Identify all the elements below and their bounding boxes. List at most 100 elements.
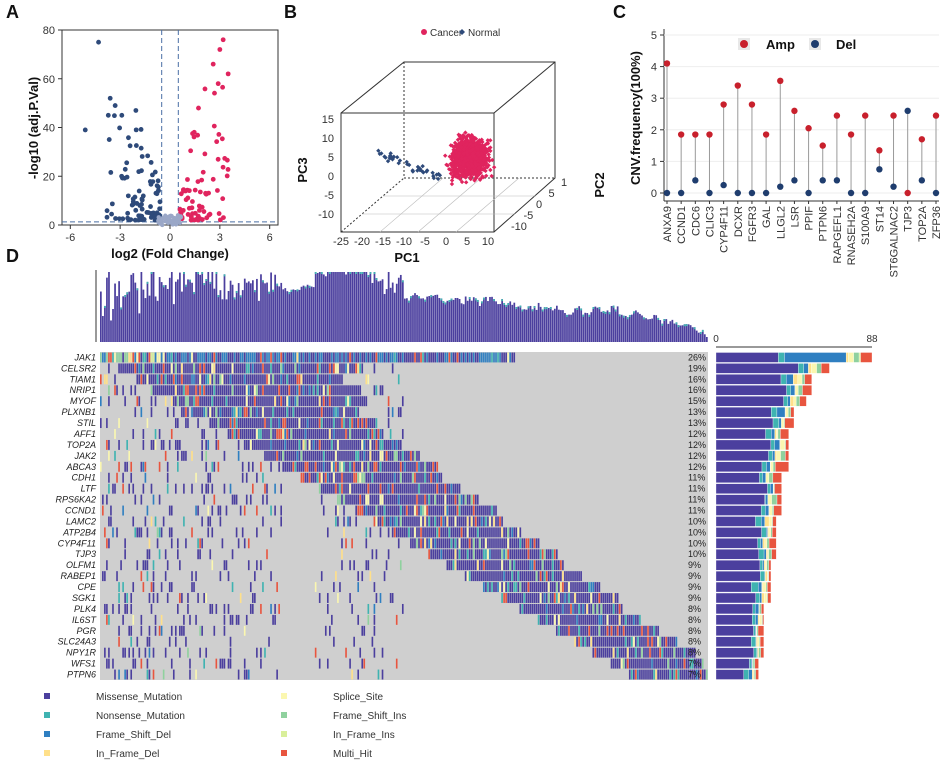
onco-mutation-cell [556,614,558,625]
onco-top-bar [556,305,558,342]
onco-mutation-cell [377,516,380,527]
onco-mutation-cell [326,461,329,472]
onco-mutation-cell [233,363,236,374]
onco-mutation-cell [201,352,203,363]
onco-mutation-cell [474,538,477,549]
onco-mutation-cell [551,549,554,560]
onco-mutation-cell [353,396,355,407]
onco-mutation-cell [343,461,345,472]
onco-mutation-cell [379,385,382,396]
onco-mutation-cell [300,396,303,407]
onco-mutation-cell [568,593,570,603]
onco-mutation-cell [329,429,331,439]
onco-mutation-cell [377,429,380,439]
onco-side-bar-segment [715,538,758,549]
onco-mutation-cell [560,571,562,582]
volcano-point [140,193,146,199]
onco-top-bar [588,314,591,342]
onco-mutation-cell [264,418,266,429]
onco-mutation-cell [361,571,364,582]
onco-mutation-cell [533,560,536,571]
onco-mutation-cell [395,461,398,472]
onco-side-bar-segment [715,571,761,582]
onco-cells [100,352,708,680]
onco-mutation-cell [326,658,329,669]
onco-mutation-cell [687,647,690,658]
onco-mutation-cell [333,582,335,593]
onco-mutation-cell [393,527,396,538]
onco-top-bar [574,308,576,342]
onco-mutation-cell [170,352,173,363]
onco-mutation-cell [249,582,252,593]
onco-top-bar-cap [543,307,546,310]
onco-mutation-cell [130,669,133,680]
onco-mutation-cell [558,593,560,603]
onco-mutation-cell [166,472,169,483]
onco-mutation-cell [201,439,203,450]
onco-mutation-cell [256,439,258,450]
onco-mutation-cell [286,418,289,429]
volcano-point [133,108,139,113]
onco-mutation-cell [130,593,133,603]
cnv-amp-point [876,147,883,154]
onco-mutation-cell [489,505,491,516]
onco-side-bar-segment [759,614,763,625]
onco-mutation-cell [523,538,526,549]
onco-side-bar-segment [715,625,754,636]
onco-side-bar-segment [715,581,752,593]
onco-mutation-cell [616,625,619,636]
onco-mutation-cell [600,593,603,603]
onco-mutation-cell [333,429,335,439]
onco-mutation-cell [612,614,615,625]
onco-mutation-cell [207,396,210,407]
onco-top-bar [126,292,129,342]
onco-mutation-cell [231,374,234,385]
volcano-point [156,215,161,220]
onco-mutation-cell [152,647,155,658]
onco-top-bar-cap [201,272,204,274]
onco-mutation-cell [286,374,289,385]
onco-mutation-cell [260,418,262,429]
onco-mutation-cell [247,439,250,450]
onco-mutation-cell [166,352,169,363]
onco-mutation-cell [144,374,147,385]
onco-mutation-cell [282,352,285,363]
onco-top-bar [247,281,250,342]
onco-mutation-cell [162,516,165,527]
onco-mutation-cell [243,385,246,396]
onco-top-bar [497,304,499,342]
onco-mutation-cell [667,636,670,647]
onco-mutation-cell [249,494,252,505]
onco-mutation-cell [448,549,451,560]
onco-mutation-cell [653,647,655,658]
volcano-point [224,173,230,179]
onco-percent-label: 11% [688,484,705,494]
onco-mutation-cell [195,396,197,407]
onco-mutation-cell [237,614,240,625]
volcano-point [122,166,128,172]
onco-mutation-cell [661,636,664,647]
onco-mutation-cell [256,374,258,385]
onco-mutation-cell [549,582,552,593]
onco-mutation-cell [588,582,591,593]
onco-top-bar-cap [276,283,279,286]
onco-mutation-cell [341,461,343,472]
onco-mutation-cell [324,625,327,636]
onco-mutation-cell [335,516,337,527]
onco-mutation-cell [525,560,528,571]
onco-mutation-cell [343,385,345,396]
onco-mutation-cell [428,516,430,527]
onco-mutation-cell [673,647,676,658]
onco-mutation-cell [270,396,272,407]
onco-top-bar [545,307,548,342]
onco-mutation-cell [466,352,469,363]
onco-mutation-cell [260,429,262,439]
onco-mutation-cell [124,461,126,472]
onco-mutation-cell [124,647,126,658]
onco-mutation-cell [635,636,637,647]
onco-mutation-cell [345,647,347,658]
onco-mutation-cell [322,450,325,461]
volcano-point [220,196,226,202]
pca-cancer-point [462,159,468,164]
volcano-point [108,170,114,175]
